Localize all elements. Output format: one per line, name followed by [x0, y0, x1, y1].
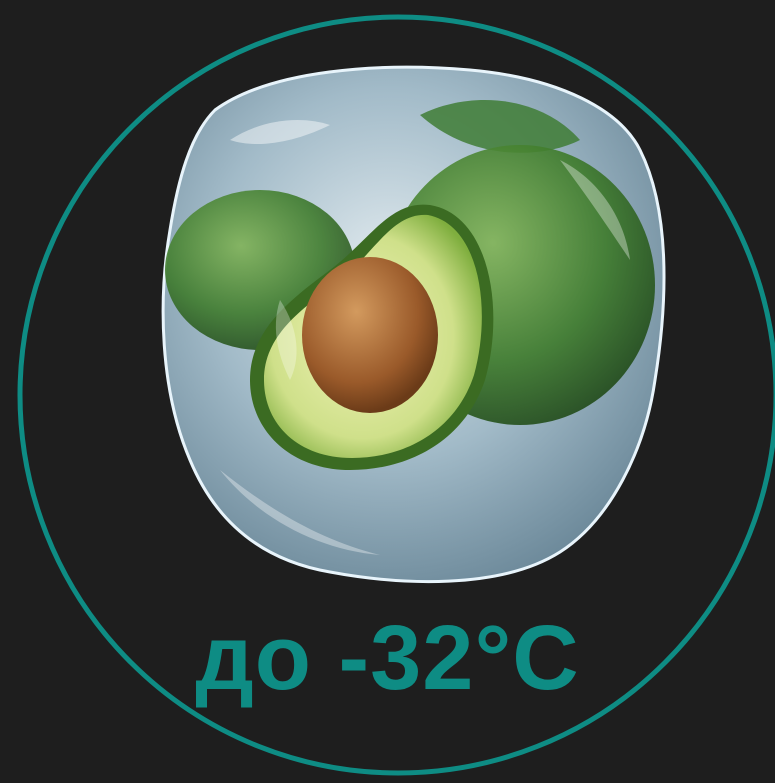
ice-highlight [275, 300, 297, 380]
temperature-label: до -32°C [195, 607, 580, 709]
avocado-pit [302, 257, 438, 413]
ice-highlight [230, 120, 330, 145]
ice-cube-image [161, 65, 666, 584]
leaf [420, 100, 580, 153]
accent-ring [17, 14, 775, 776]
